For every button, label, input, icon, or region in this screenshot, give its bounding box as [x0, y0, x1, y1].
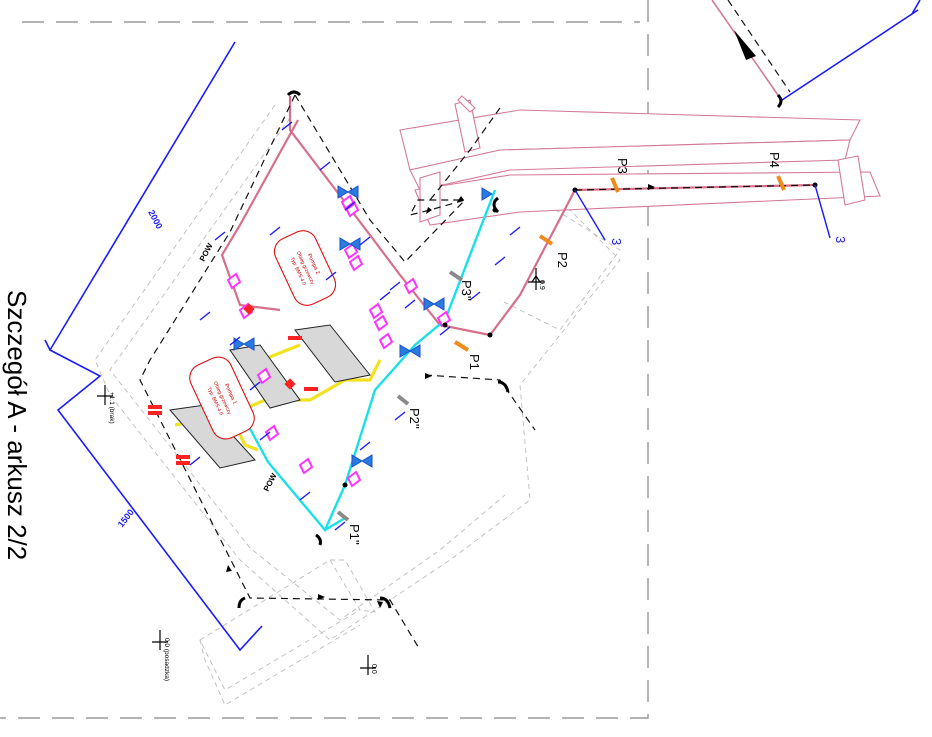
valve-group-pink	[226, 194, 452, 488]
leader-ticks	[189, 121, 521, 531]
level-note-1: +1.1 (brak)	[108, 392, 115, 424]
valve-group-blue	[233, 185, 493, 468]
point-label-p3: P3	[615, 158, 630, 174]
callout-3-a: 3	[609, 238, 624, 245]
point-label-p1: P1	[467, 354, 482, 370]
level-marker-4	[152, 630, 168, 650]
equipment-label-pump-1: Pompa 1 Obieg grzewczy Typ: BMS-4.0	[189, 356, 255, 440]
dashed-return-upper	[429, 107, 501, 201]
level-marker-1	[528, 268, 544, 290]
callout-leader-2	[814, 184, 831, 239]
point-label-p3pp: P3''	[459, 280, 474, 301]
dashed-return-left	[139, 94, 421, 651]
dimension-lines	[44, 41, 263, 652]
point-markers-gray	[336, 270, 464, 522]
drawing-title: Szczegół A - arkusz 2/2	[2, 290, 32, 560]
point-label-p2: P2	[555, 252, 570, 268]
direction-arrows	[226, 184, 655, 608]
point-label-p1pp: P1''	[347, 524, 362, 545]
point-label-p2pp: P2''	[407, 408, 422, 429]
dashed-return-top	[294, 94, 467, 263]
level-marker-3	[97, 385, 113, 405]
callout-leader-1	[574, 189, 606, 241]
pipe-end-caps	[237, 90, 783, 609]
level-marker-2	[360, 655, 376, 675]
top-right-guide	[711, 0, 921, 101]
pipe-label-2: POW	[262, 471, 279, 492]
steel-beam-structure	[399, 95, 881, 226]
return-pipework	[238, 189, 497, 533]
level-note-2: 0.0 (posadzka)	[163, 638, 170, 681]
dashed-branch	[424, 374, 536, 431]
dimension-bottom: 1500	[116, 507, 136, 529]
floor-outline	[94, 104, 621, 706]
pipe-nodes	[342, 182, 818, 488]
dimension-top: 2000	[146, 208, 164, 230]
point-label-p4: P4	[767, 152, 782, 168]
equipment-label-pump-2: Pompa 2 Obieg grzewczy Typ: BMS-4.0	[273, 230, 337, 306]
sheet-frame	[0, 0, 649, 719]
level-value-2: 0.0	[370, 664, 377, 674]
point-markers-orange	[453, 175, 786, 352]
level-value-1: 0.9	[538, 280, 545, 290]
red-fittings	[148, 303, 318, 465]
callout-3-b: 3	[833, 236, 848, 243]
